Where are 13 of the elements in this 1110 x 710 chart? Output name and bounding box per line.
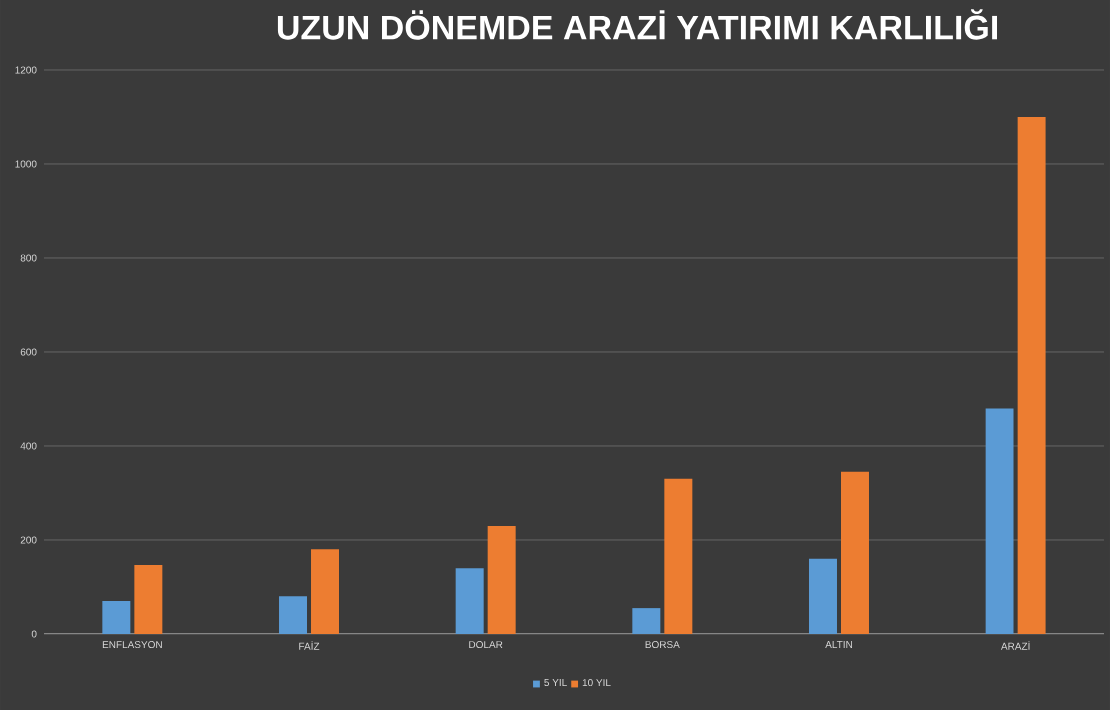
bar — [102, 601, 131, 634]
bar — [632, 608, 661, 634]
bar — [455, 568, 484, 634]
bar — [1017, 116, 1046, 634]
bar — [985, 408, 1014, 634]
chart-title: UZUN DÖNEMDE ARAZİ YATIRIMI KARLILIĞI — [277, 9, 998, 40]
bar — [841, 471, 869, 634]
bar — [279, 596, 308, 634]
bar — [808, 558, 837, 634]
bar — [487, 525, 516, 634]
bar — [664, 478, 693, 634]
bar — [311, 549, 339, 634]
bar — [134, 564, 163, 634]
